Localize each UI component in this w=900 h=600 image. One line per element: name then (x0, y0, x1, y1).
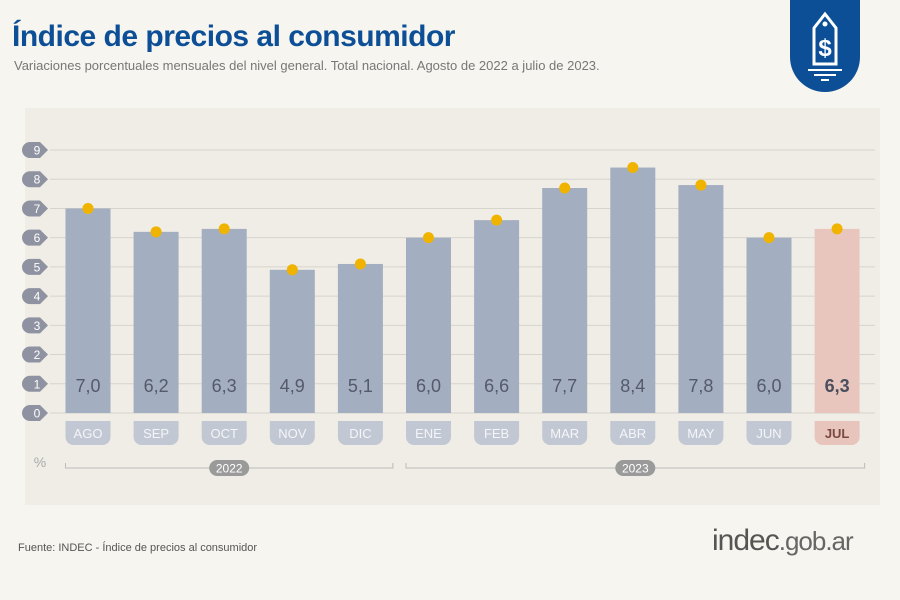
y-tick-label: 7 (34, 202, 41, 216)
bar-jul (814, 228, 860, 413)
year-label: 2023 (622, 462, 649, 476)
indec-logo: indec.gob.ar (712, 524, 854, 557)
month-label: NOV (278, 426, 307, 441)
data-point-marker (286, 264, 298, 276)
y-tick-badge (22, 317, 48, 334)
month-badge (678, 421, 724, 445)
y-tick-badge (22, 405, 48, 421)
bar-dic (337, 263, 383, 413)
y-tick-badge (22, 288, 48, 305)
month-label: JUL (825, 426, 850, 441)
month-badge (814, 421, 860, 445)
month-label: DIC (349, 426, 371, 441)
month-badge (474, 421, 520, 445)
data-point-marker (695, 179, 707, 191)
y-tick-badge (22, 171, 48, 188)
year-badge (615, 460, 656, 476)
data-point-marker (82, 202, 94, 214)
bar-jun (746, 237, 792, 413)
bar-nov (269, 269, 315, 413)
month-label: ABR (619, 426, 646, 441)
month-badge (65, 421, 111, 445)
y-tick-label: 4 (34, 290, 41, 304)
month-badge (201, 421, 247, 445)
y-tick-badge (22, 229, 48, 246)
y-tick-badge (22, 200, 48, 217)
data-point-marker (491, 214, 503, 226)
value-label: 6,2 (144, 376, 169, 396)
value-label: 7,8 (688, 376, 713, 396)
value-label: 8,4 (620, 376, 645, 396)
y-tick-label: 8 (34, 173, 41, 187)
value-label: 5,1 (348, 376, 373, 396)
data-point-marker (831, 223, 843, 235)
svg-text:$: $ (818, 35, 832, 62)
value-label: 6,3 (212, 376, 237, 396)
month-badge (406, 421, 451, 445)
month-label: MAY (687, 426, 715, 441)
month-badge (269, 421, 315, 445)
y-tick-label: 9 (34, 144, 41, 158)
year-badge (209, 460, 250, 476)
month-badge (610, 421, 656, 445)
value-label: 4,9 (280, 376, 305, 396)
y-tick-label: 5 (34, 260, 41, 274)
y-axis-unit: % (34, 454, 46, 470)
bar-ene (406, 237, 451, 413)
bar-feb (474, 220, 520, 413)
price-tag-dollar-icon: $ (790, 0, 860, 92)
data-point-marker (763, 232, 775, 244)
y-tick-badge (22, 258, 48, 275)
month-label: AGO (74, 426, 103, 441)
month-label: OCT (210, 426, 238, 441)
bar-abr (610, 167, 656, 413)
bar-oct (201, 228, 247, 413)
y-tick-label: 3 (34, 319, 41, 333)
y-tick-label: 2 (34, 348, 41, 362)
month-label: MAR (550, 426, 579, 441)
month-badge (542, 421, 588, 445)
y-tick-badge (22, 142, 48, 158)
data-point-marker (559, 182, 571, 194)
month-badge (337, 421, 383, 445)
y-tick-label: 1 (34, 377, 41, 391)
bar-may (678, 185, 724, 413)
y-tick-badge (22, 375, 48, 392)
month-label: JUN (756, 426, 781, 441)
month-badge (133, 421, 179, 445)
month-badge (746, 421, 792, 445)
page-subtitle: Variaciones porcentuales mensuales del n… (14, 58, 600, 73)
value-label: 7,7 (552, 376, 577, 396)
y-tick-badge (22, 346, 48, 363)
y-tick-label: 0 (34, 407, 41, 421)
bar-ago (65, 208, 111, 413)
value-label: 6,0 (756, 376, 781, 396)
source-note: Fuente: INDEC - Índice de precios al con… (18, 542, 258, 554)
data-point-marker (218, 223, 230, 235)
data-point-marker (354, 258, 366, 270)
value-label: 6,6 (484, 376, 509, 396)
value-label: 7,0 (75, 376, 100, 396)
bar-sep (133, 231, 179, 413)
value-label: 6,0 (416, 376, 441, 396)
y-tick-label: 6 (34, 231, 41, 245)
data-point-marker (423, 232, 434, 244)
data-point-marker (150, 226, 162, 238)
month-label: SEP (143, 426, 169, 441)
month-label: ENE (415, 426, 442, 441)
bar-mar (542, 187, 588, 413)
value-label: 6,3 (825, 376, 850, 396)
data-point-marker (627, 162, 639, 174)
page-title: Índice de precios al consumidor (12, 20, 455, 53)
month-label: FEB (484, 426, 509, 441)
year-label: 2022 (216, 462, 243, 476)
